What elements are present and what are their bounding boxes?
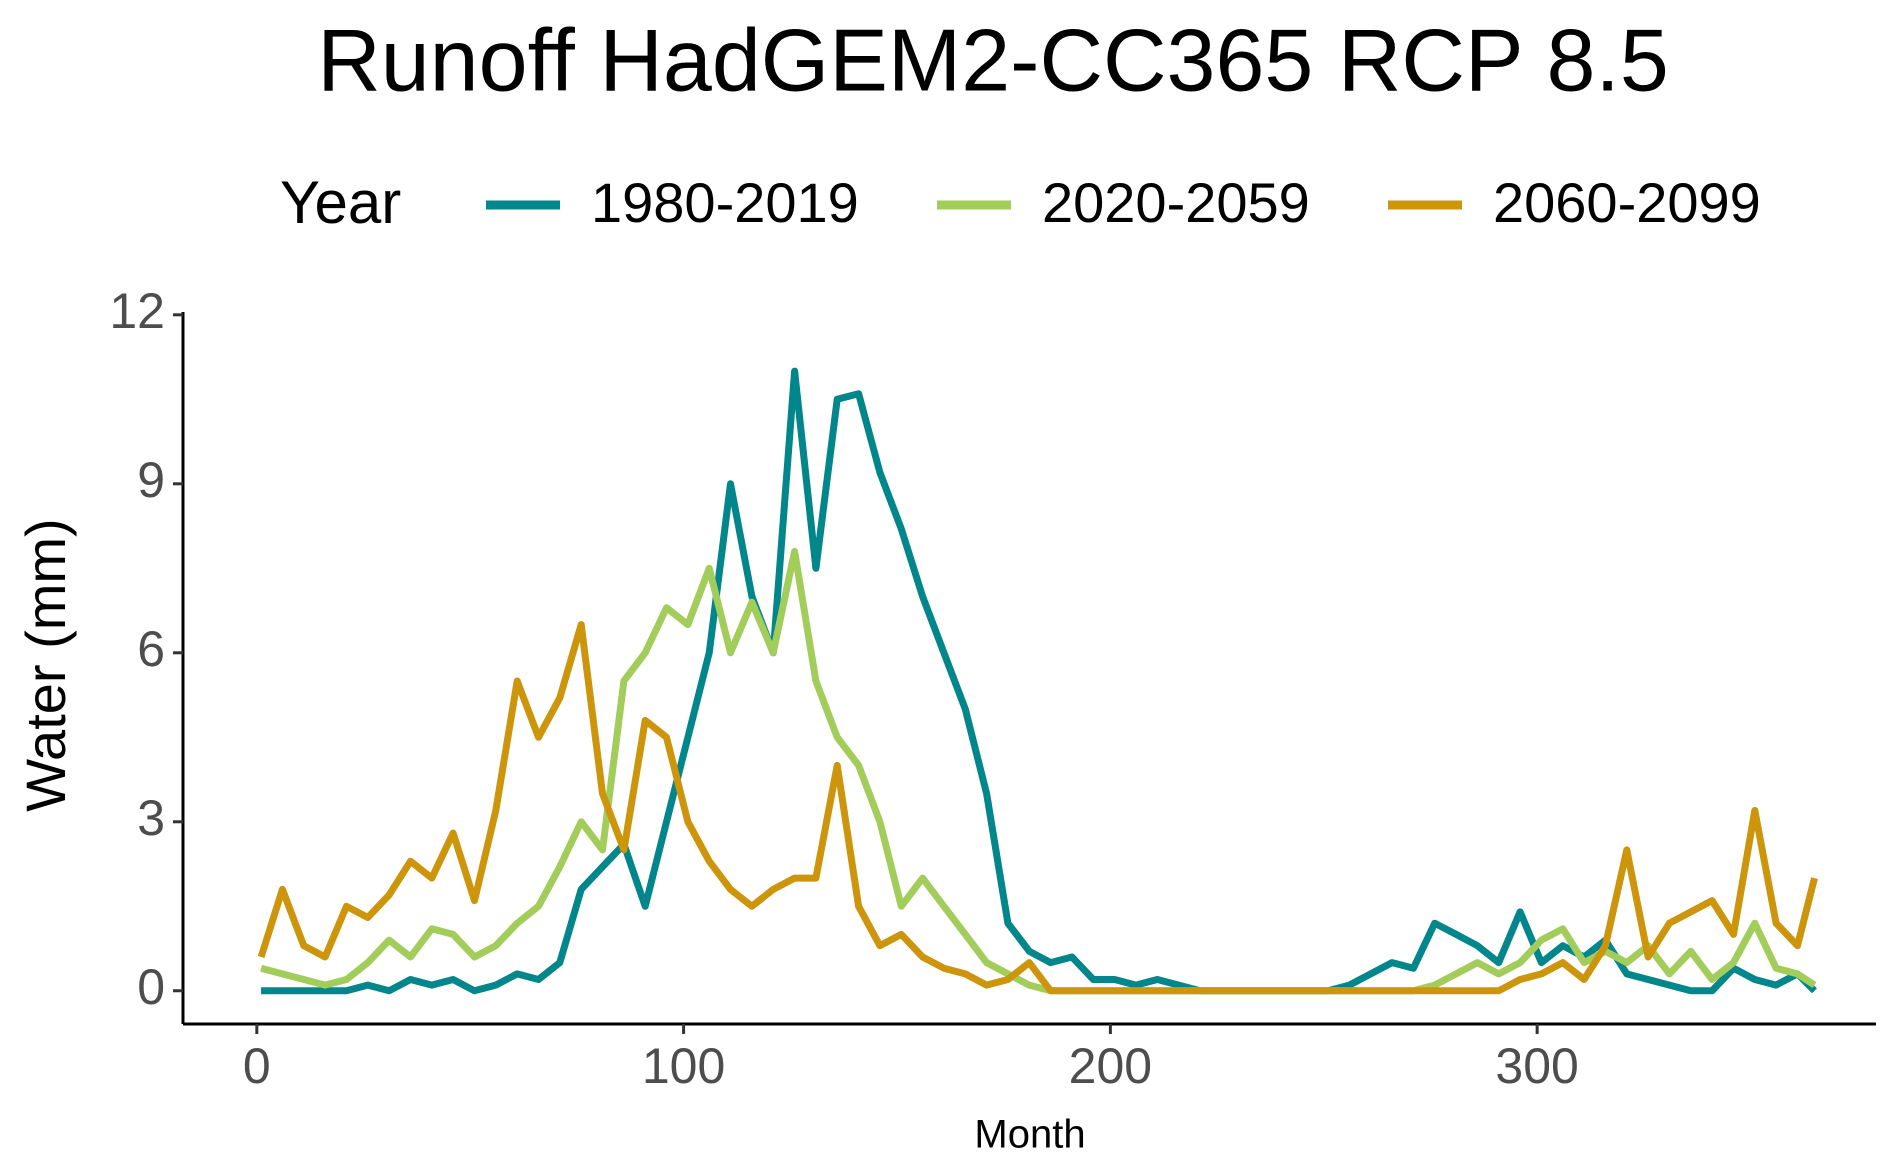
legend-label: 2060-2099 [1493, 171, 1761, 234]
legend-title: Year [280, 169, 401, 236]
y-tick-label: 9 [137, 452, 165, 508]
legend-label: 1980-2019 [591, 171, 859, 234]
x-tick-label: 0 [243, 1038, 271, 1094]
series-line [257, 621, 1818, 995]
series-line [261, 367, 1817, 995]
legend-label: 2020-2059 [1042, 171, 1310, 234]
y-tick-label: 6 [137, 621, 165, 677]
x-tick-label: 200 [1069, 1038, 1152, 1094]
chart-title: Runoff HadGEM2-CC365 RCP 8.5 [317, 10, 1669, 109]
y-tick-label: 12 [109, 283, 165, 339]
x-tick-label: 300 [1495, 1038, 1578, 1094]
x-axis-label: Month [974, 1113, 1085, 1157]
y-tick-label: 0 [137, 959, 165, 1015]
x-tick-label: 100 [642, 1038, 725, 1094]
y-axis-label: Water (mm) [14, 518, 77, 811]
y-tick-label: 3 [137, 790, 165, 846]
series-line [260, 547, 1817, 995]
